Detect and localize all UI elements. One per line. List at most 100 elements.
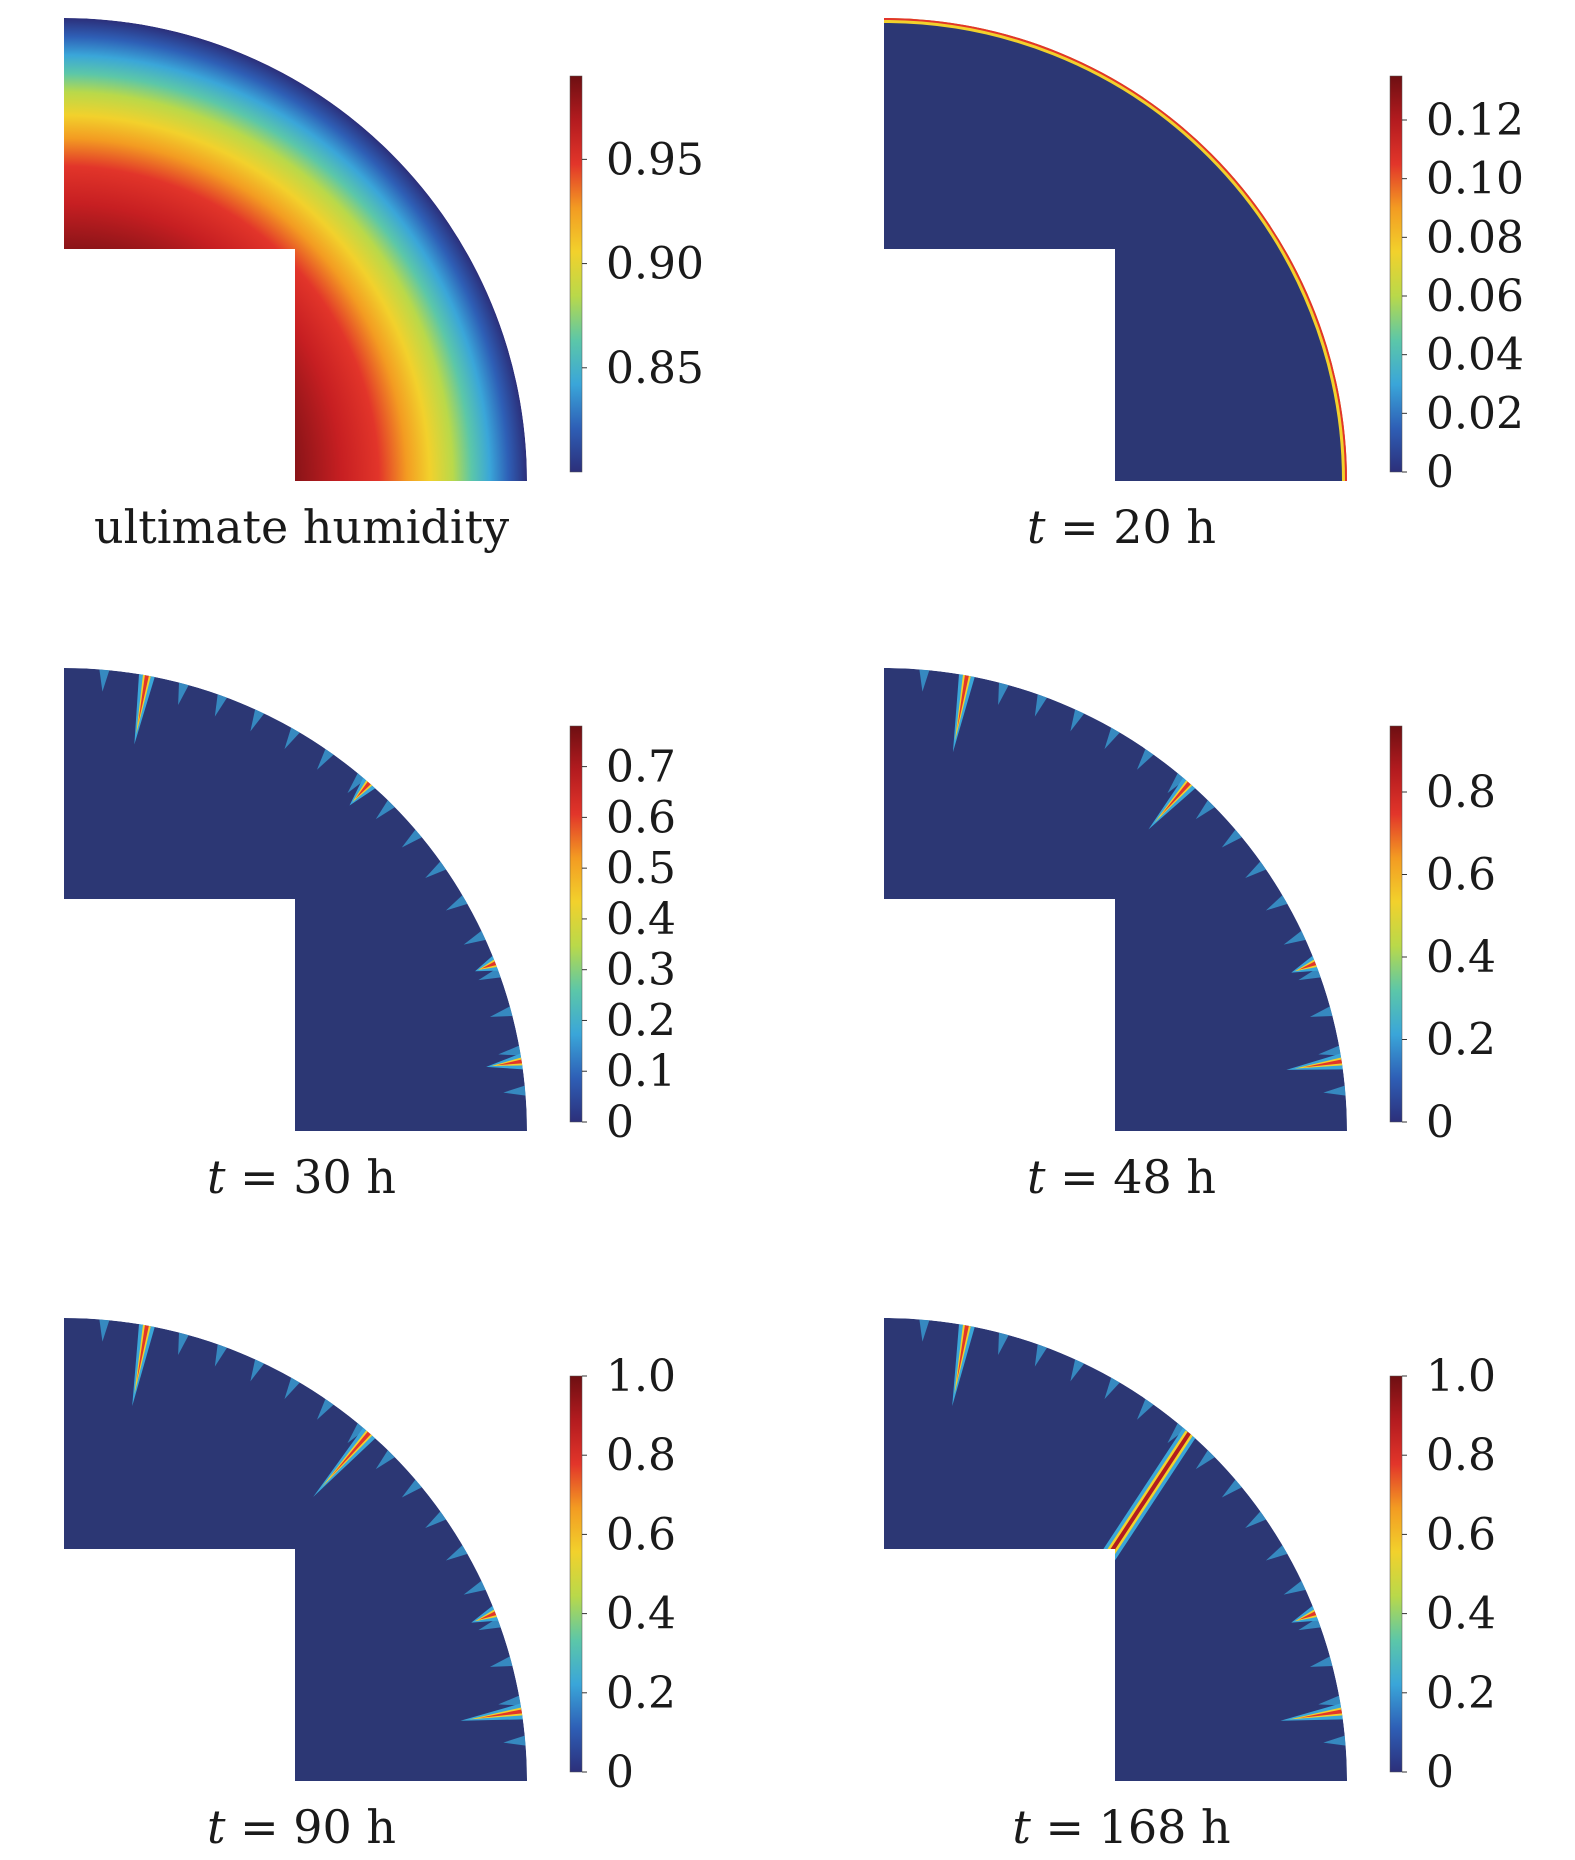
colorbar-tick-label: 0.2	[1426, 1668, 1496, 1719]
crack-notch	[99, 1319, 110, 1342]
crack-notch	[178, 682, 189, 706]
colorbar	[569, 725, 583, 1123]
crack-halo	[134, 674, 155, 745]
edge-core	[884, 18, 1347, 481]
crack-notch	[375, 1450, 395, 1470]
crack-notch	[347, 1423, 366, 1444]
field-t20	[884, 18, 1347, 481]
colorbar-tick-label: 0.6	[606, 1509, 676, 1560]
caption-variable: t	[1012, 1800, 1031, 1854]
colorbar-tick-label: 0.4	[606, 894, 676, 945]
crack-notch	[1309, 1656, 1333, 1667]
colorbar-tick-label: 0	[1426, 1097, 1454, 1148]
colorbar	[569, 1375, 583, 1773]
colorbar-tick-label: 0	[606, 1747, 634, 1798]
caption-text: ultimate humidity	[93, 500, 510, 554]
crack-mid	[474, 1609, 497, 1622]
crack-core	[1302, 1059, 1343, 1068]
crack-notch	[214, 1344, 228, 1367]
crack-notch	[1136, 748, 1154, 770]
crack-notch	[1298, 967, 1321, 981]
caption-variable: t	[1026, 500, 1046, 554]
crack-notch	[1309, 1006, 1333, 1017]
crack-notch	[503, 1735, 526, 1746]
crack-notch	[1221, 829, 1242, 848]
crack-notch	[998, 682, 1009, 706]
crack-core	[481, 961, 497, 969]
crack-notch	[1245, 1511, 1267, 1529]
colorbar-tick-label: 0.1	[606, 1046, 676, 1097]
crack-notch	[401, 1479, 422, 1498]
crack-core	[478, 1709, 523, 1718]
caption-text: = 20 h	[1045, 500, 1217, 554]
crack-notch	[250, 1359, 265, 1382]
crack-notch	[1136, 1398, 1154, 1420]
crack-mid	[955, 674, 971, 741]
colorbar-tick-label: 0.6	[1426, 1509, 1496, 1560]
crack-notch	[1104, 727, 1120, 750]
crack-notch	[498, 1695, 521, 1706]
panel-caption: ultimate humidity	[64, 500, 539, 554]
colorbar-tick-label: 0.4	[1426, 1589, 1496, 1640]
crack-notch	[316, 748, 334, 770]
crack-notch	[998, 1332, 1009, 1356]
colorbar-tick-label: 0	[1426, 447, 1454, 498]
colorbar-tick-label: 1.0	[1426, 1351, 1496, 1402]
crack-notch	[463, 1580, 486, 1595]
crack-notch	[1167, 773, 1186, 794]
crack-notch	[1318, 1695, 1341, 1706]
crack-notch	[1195, 1450, 1215, 1470]
humidity-field	[64, 18, 527, 481]
crack-core	[330, 1431, 371, 1478]
panel-t90: 1.0 0.8 0.6 0.4 0.2 0	[64, 1318, 676, 1798]
crack-notch	[250, 709, 265, 732]
colorbar-tick-label: 0.95	[606, 134, 704, 185]
crack-notch	[425, 1511, 447, 1529]
crack-notch	[489, 1006, 513, 1017]
crack-notch	[1034, 1344, 1048, 1367]
crack-core	[136, 1325, 149, 1382]
colorbar	[1389, 75, 1403, 473]
crack-mid	[954, 1324, 971, 1395]
caption-text: = 48 h	[1045, 1150, 1217, 1204]
field-t30	[64, 668, 527, 1131]
panel-ultimate: 0.95 0.90 0.85	[64, 18, 704, 481]
crack-notch	[1298, 1617, 1321, 1631]
crack-notch	[1245, 861, 1267, 879]
crack-notch	[425, 861, 447, 879]
colorbar-tick-label: 0.90	[606, 239, 704, 290]
colorbar-tick-label: 0.5	[606, 843, 676, 894]
crack-mid	[136, 674, 151, 735]
crack-halo	[471, 1605, 499, 1623]
crack-notch	[401, 829, 422, 848]
crack-notch	[178, 1332, 189, 1356]
colorbar-tick-label: 0.06	[1426, 271, 1524, 322]
crack-notch	[503, 1085, 526, 1096]
crack-core	[478, 1611, 497, 1620]
crack-notch	[1283, 930, 1306, 945]
crack-notch	[1070, 709, 1085, 732]
caption-variable: t	[206, 1150, 226, 1204]
panel-caption: t = 48 h	[884, 1150, 1359, 1204]
colorbar-tick-label: 0.4	[606, 1589, 676, 1640]
colorbar	[569, 75, 583, 473]
crack-notch	[1195, 800, 1215, 820]
crack-notch	[1323, 1085, 1346, 1096]
crack-notch	[445, 1545, 468, 1561]
panel-caption: t = 90 h	[64, 1800, 539, 1854]
crack-core	[355, 781, 371, 799]
field-t90	[64, 1318, 527, 1781]
panel-caption: t = 30 h	[64, 1150, 539, 1204]
colorbar-tick-label: 0.12	[1426, 95, 1524, 146]
crack-notch	[478, 967, 501, 981]
crack-notch	[214, 694, 228, 717]
panel-caption: t = 20 h	[884, 500, 1359, 554]
crack-halo	[952, 674, 975, 753]
colorbar-tick-label: 0.2	[606, 1668, 676, 1719]
crack-core	[138, 675, 149, 724]
colorbar-tick-label: 0.8	[1426, 767, 1496, 818]
crack-core	[1160, 781, 1191, 816]
field-background	[884, 18, 1347, 481]
crack-core	[1298, 961, 1317, 970]
